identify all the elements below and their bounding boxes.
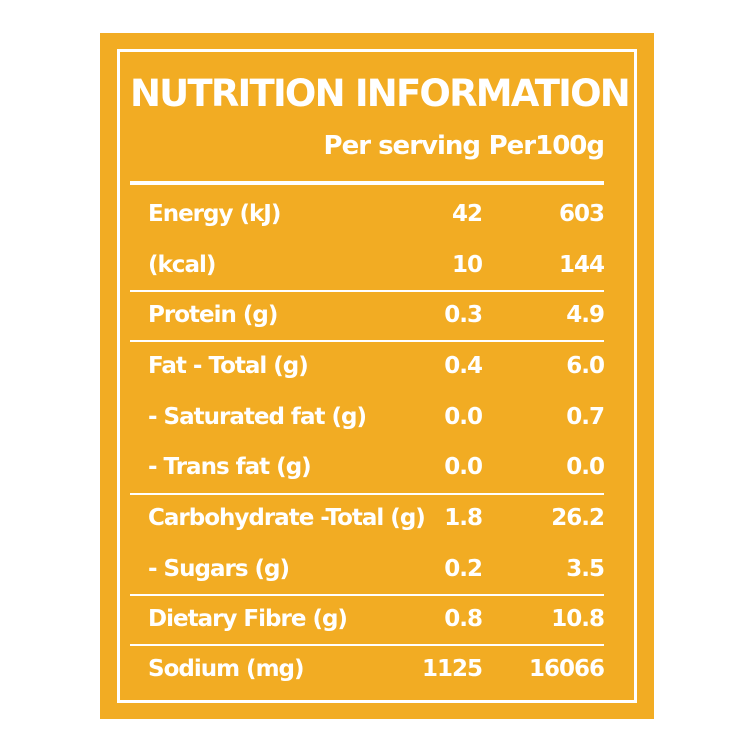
nutrient-name: Protein (g) bbox=[148, 302, 278, 328]
nutrient-name: - Trans fat (g) bbox=[148, 454, 312, 480]
column-header-per-serving: Per serving bbox=[323, 131, 481, 161]
row-divider bbox=[130, 290, 604, 292]
nutrient-row-sodium: Sodium (mg) 1125 16066 bbox=[130, 649, 605, 689]
nutrient-name: Sodium (mg) bbox=[148, 656, 305, 682]
nutrient-per-100g: 603 bbox=[558, 201, 605, 227]
label-title: NUTRITION INFORMATION bbox=[130, 72, 631, 115]
nutrient-name: Energy (kJ) bbox=[148, 201, 281, 227]
nutrient-row-sugars: - Sugars (g) 0.2 3.5 bbox=[130, 549, 605, 589]
nutrient-per-100g: 6.0 bbox=[566, 353, 605, 379]
nutrient-per-100g: 16066 bbox=[528, 656, 605, 682]
nutrient-name: Fat - Total (g) bbox=[148, 353, 309, 379]
row-divider bbox=[130, 340, 604, 342]
nutrient-row-protein: Protein (g) 0.3 4.9 bbox=[130, 295, 605, 335]
nutrient-name: - Sugars (g) bbox=[148, 556, 290, 582]
nutrient-per-100g: 3.5 bbox=[566, 556, 605, 582]
nutrient-name: Dietary Fibre (g) bbox=[148, 606, 348, 632]
nutrient-per-serving: 0.3 bbox=[444, 302, 483, 328]
nutrient-per-serving: 1.8 bbox=[444, 505, 483, 531]
nutrient-per-serving: 0.8 bbox=[444, 606, 483, 632]
row-divider bbox=[130, 594, 604, 596]
nutrient-per-100g: 10.8 bbox=[551, 606, 605, 632]
nutrient-per-100g: 0.0 bbox=[566, 454, 605, 480]
nutrient-row-fat-total: Fat - Total (g) 0.4 6.0 bbox=[130, 346, 605, 386]
row-divider bbox=[130, 644, 604, 646]
nutrient-per-100g: 144 bbox=[558, 252, 605, 278]
nutrient-per-serving: 0.4 bbox=[444, 353, 483, 379]
label-border bbox=[117, 49, 637, 703]
nutrient-name: - Saturated fat (g) bbox=[148, 404, 367, 430]
nutrient-per-serving: 0.0 bbox=[444, 404, 483, 430]
nutrient-per-serving: 42 bbox=[451, 201, 483, 227]
nutrient-per-serving: 10 bbox=[451, 252, 483, 278]
nutrient-row-dietary-fibre: Dietary Fibre (g) 0.8 10.8 bbox=[130, 599, 605, 639]
nutrient-name: Carbohydrate -Total (g) bbox=[148, 505, 426, 531]
nutrient-name: (kcal) bbox=[148, 252, 216, 278]
nutrient-row-trans-fat: - Trans fat (g) 0.0 0.0 bbox=[130, 447, 605, 487]
nutrient-per-100g: 26.2 bbox=[551, 505, 605, 531]
nutrient-per-serving: 0.2 bbox=[444, 556, 483, 582]
nutrition-label: NUTRITION INFORMATION Per serving Per100… bbox=[100, 33, 654, 719]
header-divider bbox=[130, 181, 604, 185]
nutrient-per-serving: 1125 bbox=[421, 656, 483, 682]
row-divider bbox=[130, 493, 604, 495]
nutrient-per-serving: 0.0 bbox=[444, 454, 483, 480]
nutrient-per-100g: 4.9 bbox=[566, 302, 605, 328]
nutrient-row-energy-kj: Energy (kJ) 42 603 bbox=[130, 194, 605, 234]
nutrient-row-carbohydrate-total: Carbohydrate -Total (g) 1.8 26.2 bbox=[130, 498, 605, 538]
nutrient-per-100g: 0.7 bbox=[566, 404, 605, 430]
column-header-per-100g: Per100g bbox=[488, 131, 605, 161]
nutrient-row-saturated-fat: - Saturated fat (g) 0.0 0.7 bbox=[130, 397, 605, 437]
nutrient-row-energy-kcal: (kcal) 10 144 bbox=[130, 245, 605, 285]
